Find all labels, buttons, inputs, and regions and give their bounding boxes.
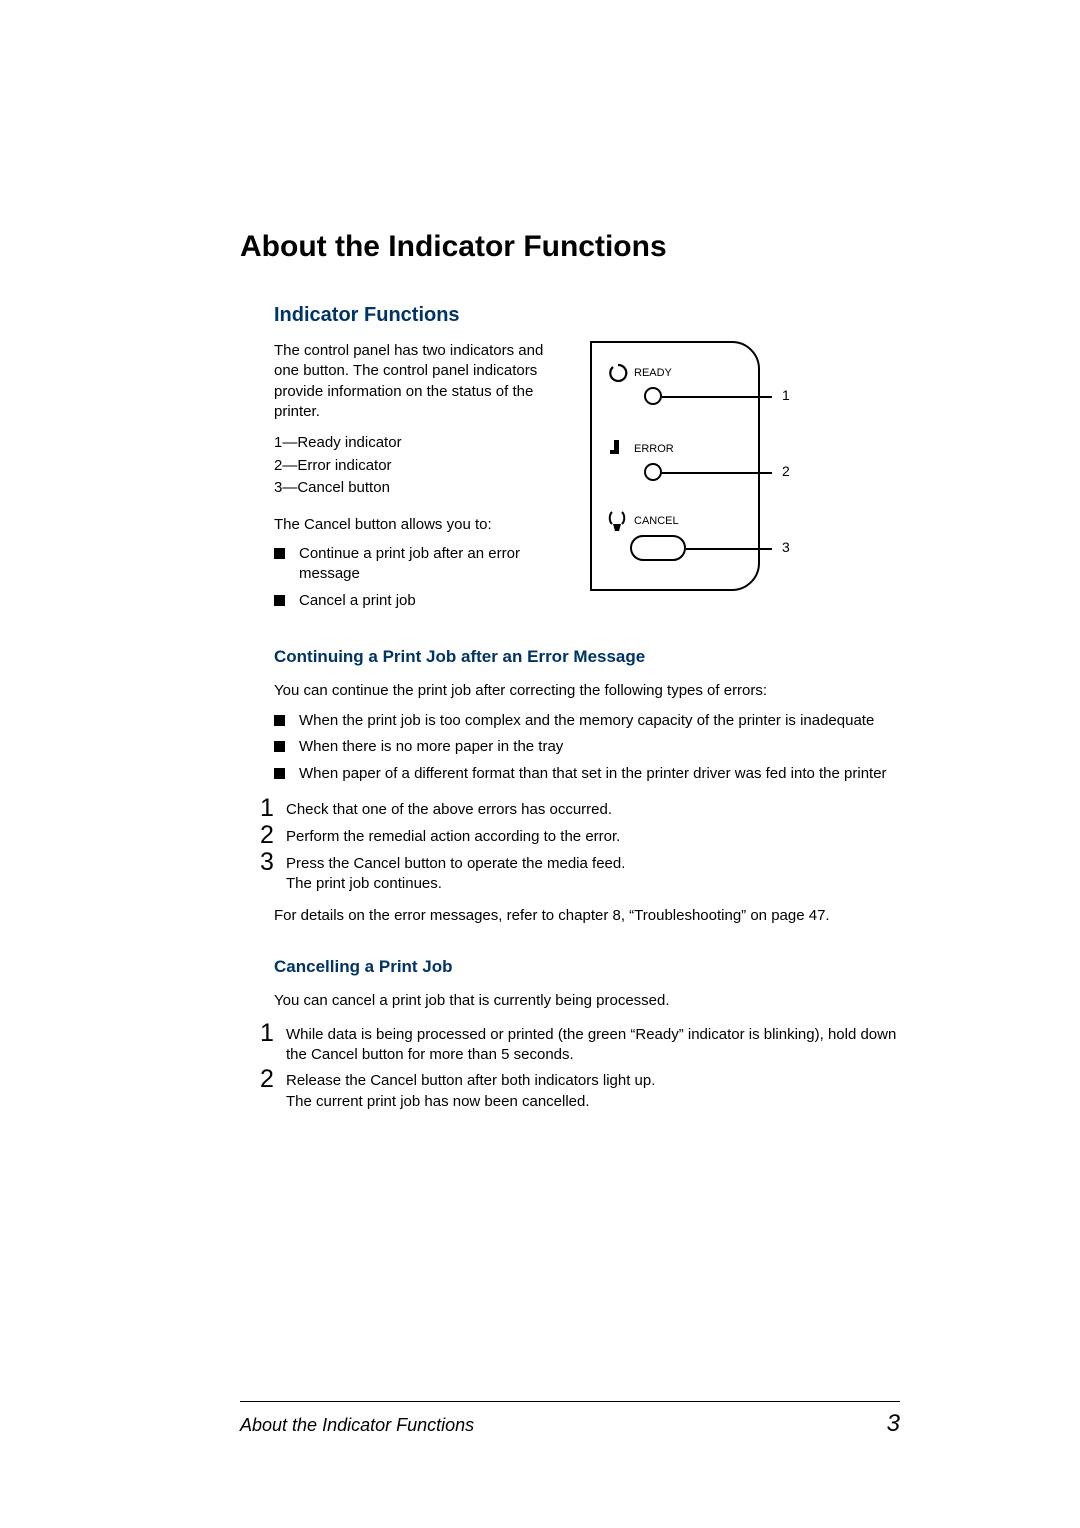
step-row: 2 Perform the remedial action according … <box>260 823 900 848</box>
step-row: 1 Check that one of the above errors has… <box>260 796 900 821</box>
cancelling-lead: You can cancel a print job that is curre… <box>274 991 900 1011</box>
step-number: 1 <box>260 796 286 821</box>
lead-line-1 <box>662 396 772 398</box>
continuing-tail: For details on the error messages, refer… <box>274 906 900 926</box>
step-number: 2 <box>260 1067 286 1092</box>
bullet-error-nopaper: When there is no more paper in the tray <box>274 737 900 757</box>
legend-item-1: 1—Ready indicator <box>274 432 550 455</box>
lead-line-3 <box>686 548 772 550</box>
section-heading-indicator-functions: Indicator Functions <box>274 304 900 327</box>
cancel-icon <box>606 509 628 533</box>
step-text: Perform the remedial action according to… <box>286 823 620 847</box>
lead-number-1: 1 <box>782 387 790 403</box>
lead-line-2 <box>662 472 772 474</box>
step-number: 1 <box>260 1021 286 1046</box>
step-text: While data is being processed or printed… <box>286 1021 900 1066</box>
legend-item-2: 2—Error indicator <box>274 455 550 478</box>
footer-row: About the Indicator Functions 3 <box>240 1410 900 1438</box>
continuing-lead: You can continue the print job after cor… <box>274 681 900 701</box>
error-led <box>644 463 662 481</box>
error-label: ERROR <box>634 443 674 455</box>
legend-item-3: 3—Cancel button <box>274 477 550 500</box>
control-panel-diagram: READY 1 ERROR 2 CANCEL 3 <box>590 341 800 591</box>
section-heading-cancelling: Cancelling a Print Job <box>274 957 900 977</box>
footer-title: About the Indicator Functions <box>240 1415 474 1436</box>
page: About the Indicator Functions Indicator … <box>0 0 1080 1528</box>
cancel-allows-line: The Cancel button allows you to: <box>274 514 550 537</box>
footer-rule <box>240 1401 900 1402</box>
intro-row: The control panel has two indicators and… <box>240 341 900 617</box>
step-text: Check that one of the above errors has o… <box>286 796 612 820</box>
intro-text-column: The control panel has two indicators and… <box>240 341 550 617</box>
section-heading-continuing: Continuing a Print Job after an Error Me… <box>274 647 900 667</box>
ready-label: READY <box>634 367 672 379</box>
footer-page-number: 3 <box>887 1410 900 1438</box>
square-bullet-icon <box>274 595 285 606</box>
step-text: Release the Cancel button after both ind… <box>286 1067 655 1112</box>
step-row: 1 While data is being processed or print… <box>260 1021 900 1066</box>
bullet-cancel-job: Cancel a print job <box>274 591 550 611</box>
bullet-error-complex: When the print job is too complex and th… <box>274 711 900 731</box>
step-row: 3 Press the Cancel button to operate the… <box>260 850 900 895</box>
step-row: 2 Release the Cancel button after both i… <box>260 1067 900 1112</box>
lead-number-2: 2 <box>782 463 790 479</box>
square-bullet-icon <box>274 715 285 726</box>
cancel-button-shape <box>630 535 686 561</box>
square-bullet-icon <box>274 548 285 559</box>
page-title: About the Indicator Functions <box>240 230 900 264</box>
square-bullet-icon <box>274 768 285 779</box>
cancel-label: CANCEL <box>634 515 679 527</box>
step-number: 2 <box>260 823 286 848</box>
step-number: 3 <box>260 850 286 875</box>
ready-icon <box>608 363 628 383</box>
error-icon <box>608 439 628 461</box>
step-text: Press the Cancel button to operate the m… <box>286 850 625 895</box>
square-bullet-icon <box>274 741 285 752</box>
intro-paragraph: The control panel has two indicators and… <box>274 341 550 422</box>
bullet-error-format: When paper of a different format than th… <box>274 764 900 784</box>
lead-number-3: 3 <box>782 539 790 555</box>
bullet-continue-job: Continue a print job after an error mess… <box>274 544 550 585</box>
ready-led <box>644 387 662 405</box>
